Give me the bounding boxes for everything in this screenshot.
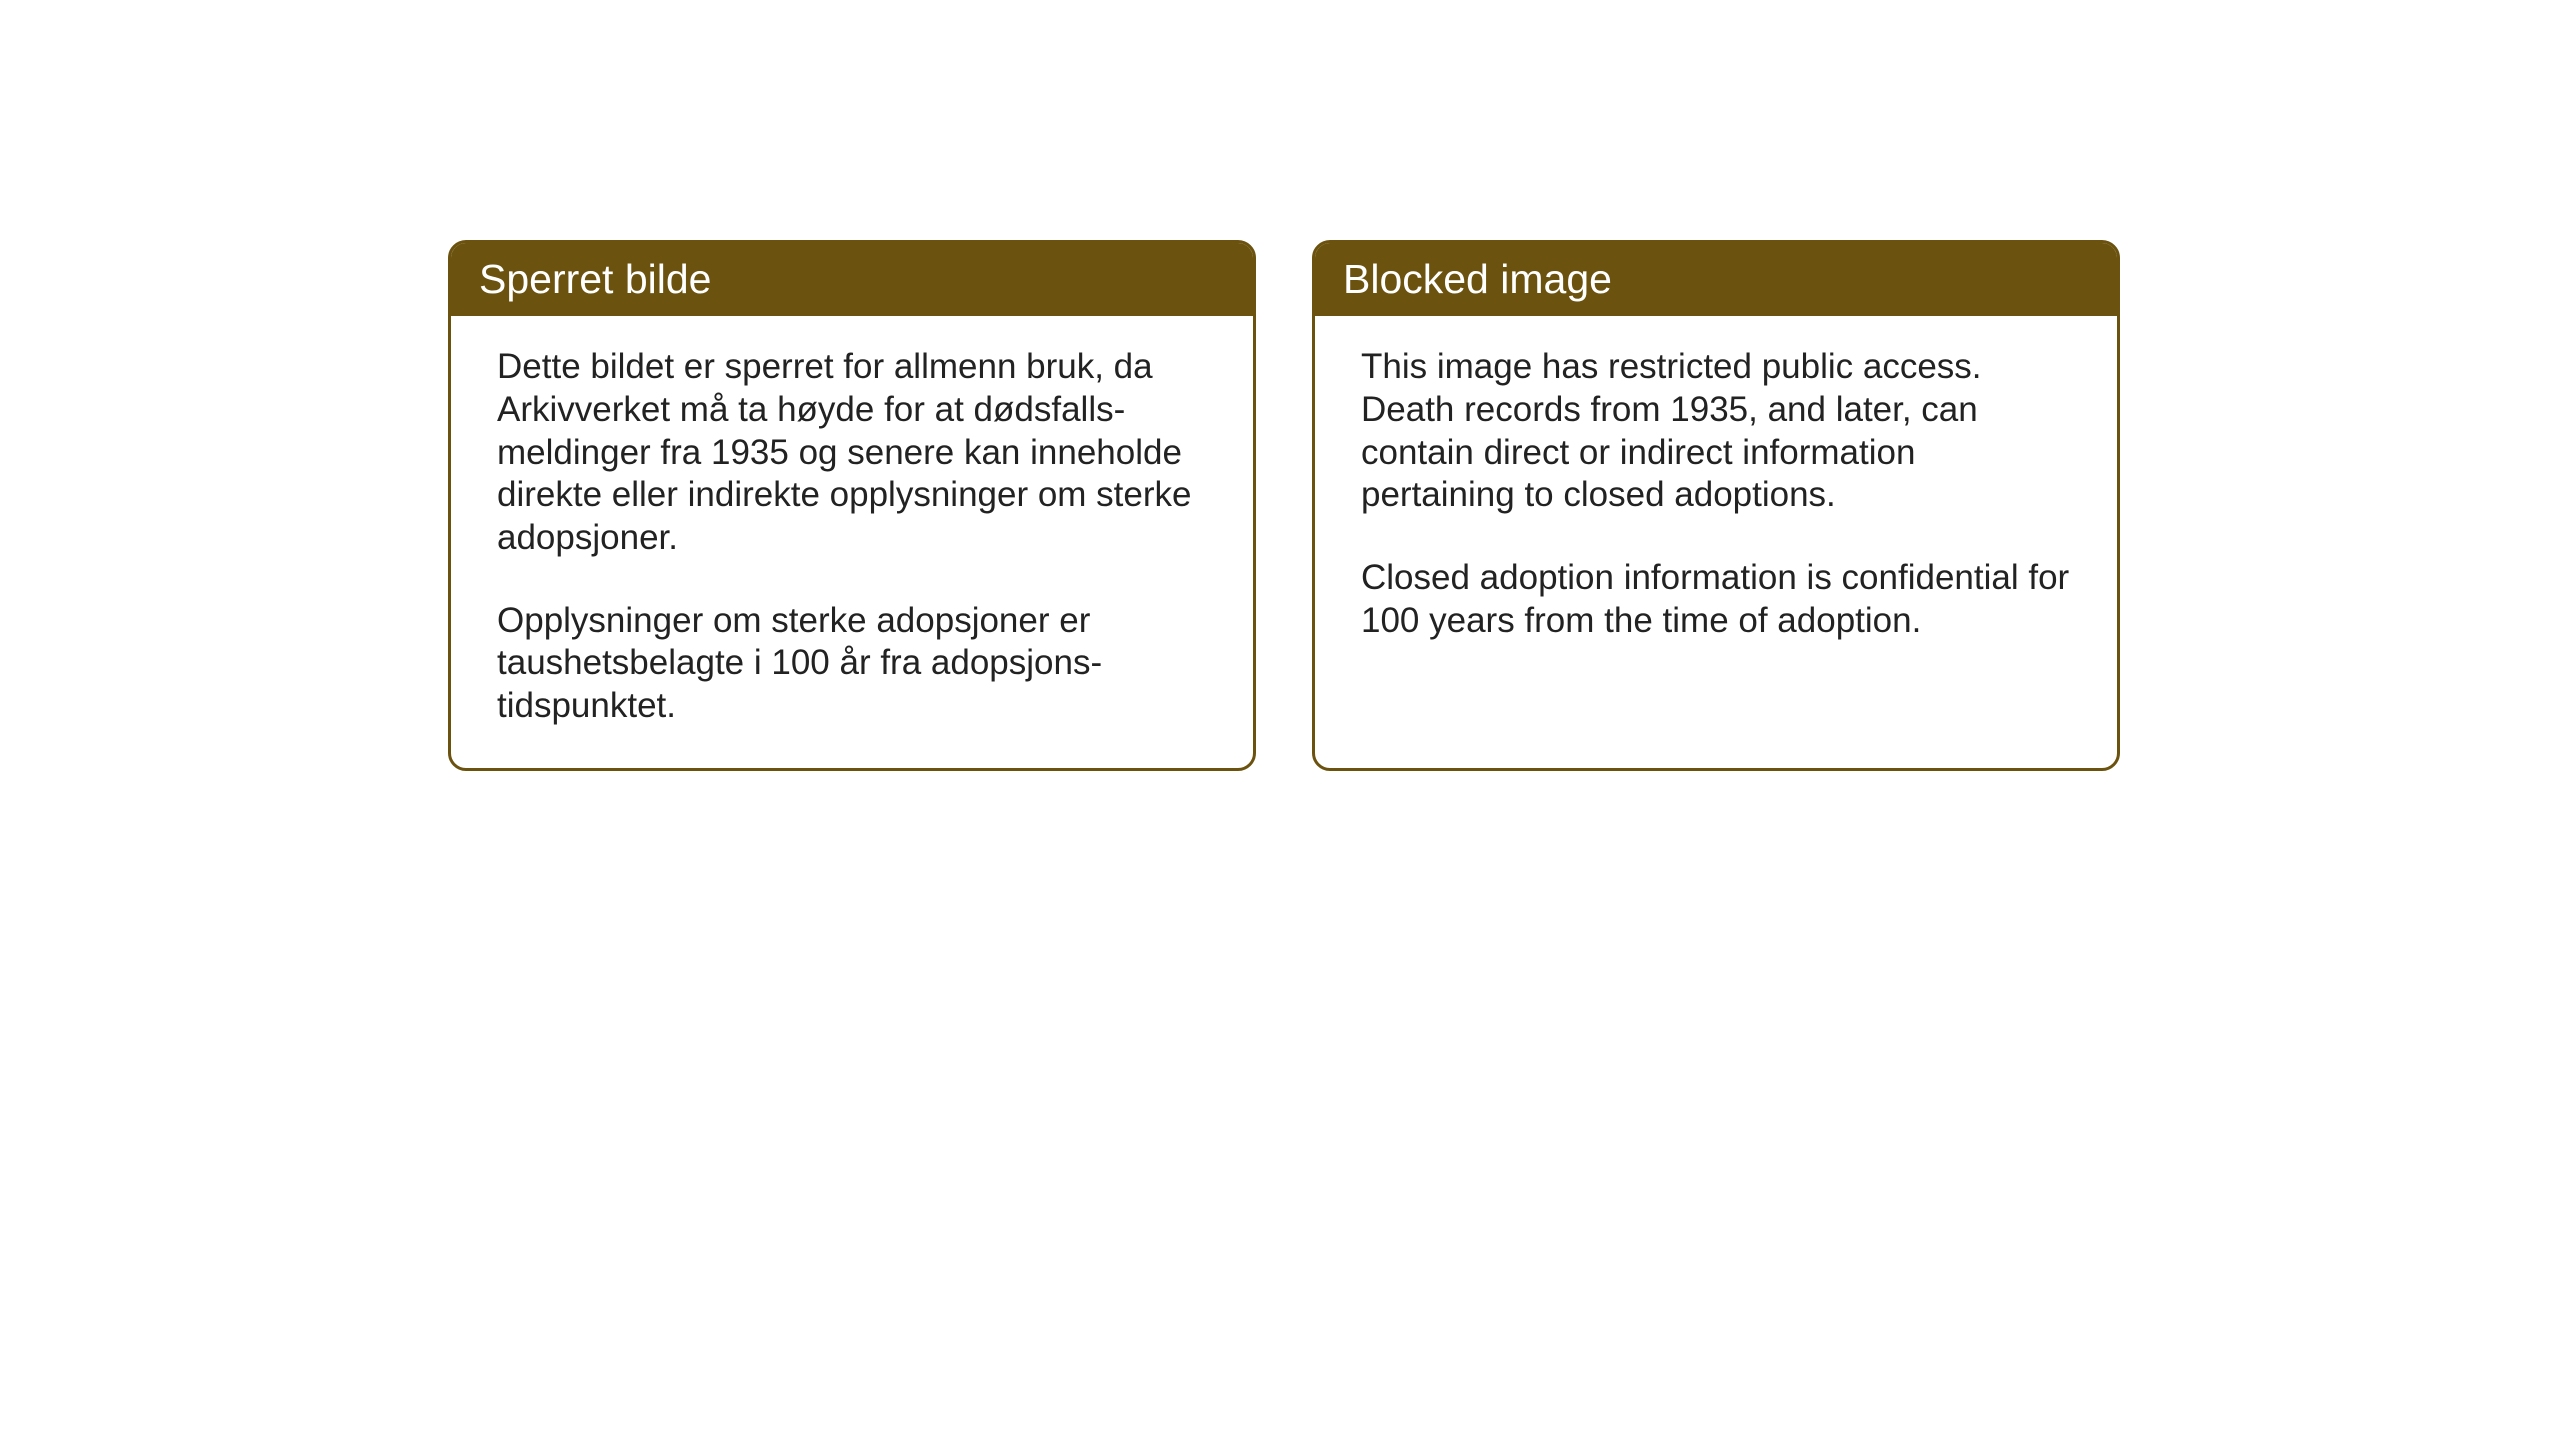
notice-card-norwegian: Sperret bilde Dette bildet er sperret fo… [448,240,1256,771]
card-body-english: This image has restricted public access.… [1315,316,2117,682]
card-body-norwegian: Dette bildet er sperret for allmenn bruk… [451,316,1253,768]
notice-container: Sperret bilde Dette bildet er sperret fo… [448,240,2120,771]
card-paragraph: Opplysninger om sterke adopsjoner er tau… [497,600,1207,728]
card-paragraph: Closed adoption information is confident… [1361,557,2071,642]
card-paragraph: Dette bildet er sperret for allmenn bruk… [497,346,1207,559]
card-title-english: Blocked image [1315,243,2117,316]
card-paragraph: This image has restricted public access.… [1361,346,2071,517]
card-title-norwegian: Sperret bilde [451,243,1253,316]
notice-card-english: Blocked image This image has restricted … [1312,240,2120,771]
